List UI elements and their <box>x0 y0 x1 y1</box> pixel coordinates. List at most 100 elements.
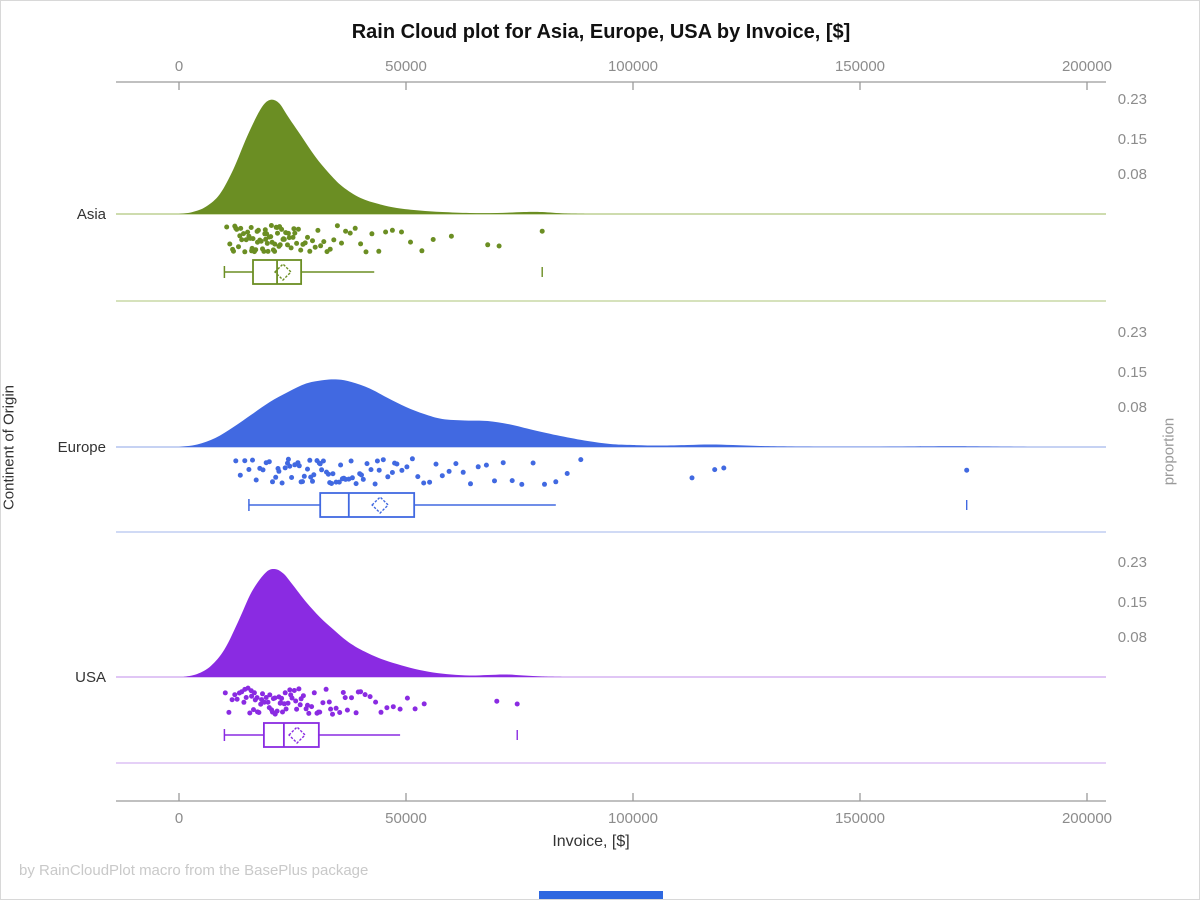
rain-point <box>353 481 359 487</box>
rain-point <box>483 462 489 468</box>
rain-point <box>430 237 436 242</box>
rain-point <box>253 247 259 253</box>
rain-point <box>373 699 379 705</box>
rain-point <box>296 463 302 469</box>
rain-point <box>279 226 285 232</box>
rain-point <box>251 690 257 696</box>
rain-point <box>427 479 433 485</box>
density-area-usa <box>183 568 565 677</box>
rain-point <box>227 241 233 247</box>
category-label-asia: Asia <box>77 206 107 223</box>
proportion-tick-label: 0.23 <box>1118 554 1147 571</box>
rain-point <box>358 241 364 247</box>
rain-point <box>394 461 400 467</box>
rain-point <box>310 238 315 244</box>
rain-point <box>290 234 296 240</box>
rain-point <box>279 480 285 486</box>
rain-point <box>282 690 288 696</box>
x-tick-label-bottom: 200000 <box>1062 810 1112 827</box>
rain-point <box>263 236 269 242</box>
density-area-asia <box>179 99 588 214</box>
rain-point <box>276 468 282 474</box>
x-tick-label-top: 0 <box>175 58 183 75</box>
rain-point <box>368 467 374 473</box>
x-tick-label-bottom: 100000 <box>608 810 658 827</box>
rain-point <box>264 240 270 246</box>
rain-point <box>530 460 536 466</box>
rain-point <box>389 227 395 233</box>
horizontal-scrollbar-thumb[interactable] <box>539 891 663 899</box>
rain-point <box>286 235 292 241</box>
rain-point <box>336 479 342 485</box>
rain-point <box>285 242 290 248</box>
rain-point <box>250 457 255 463</box>
rain-point <box>234 696 240 702</box>
rain-point <box>415 474 421 480</box>
rain-point <box>285 230 291 236</box>
rain-point <box>285 700 291 706</box>
rain-point <box>347 230 353 236</box>
rain-point <box>519 481 525 487</box>
y-axis-title-right: proportion <box>1160 417 1178 486</box>
rain-point <box>268 223 274 228</box>
rain-point <box>265 699 271 705</box>
rain-point <box>319 467 325 473</box>
rain-point <box>380 457 386 463</box>
rain-point <box>280 709 285 715</box>
rain-point <box>339 240 344 246</box>
rain-point <box>300 479 305 485</box>
rain-point <box>485 242 491 248</box>
rain-point <box>312 244 318 250</box>
rain-point <box>389 470 395 475</box>
proportion-tick-label: 0.15 <box>1118 131 1147 148</box>
rain-point <box>564 471 570 476</box>
rain-point <box>362 692 368 698</box>
rain-point <box>243 695 249 700</box>
rain-point <box>327 246 333 252</box>
rain-point <box>320 458 326 464</box>
rain-point <box>224 224 230 230</box>
proportion-tick-label: 0.15 <box>1118 594 1147 611</box>
rain-point <box>404 695 410 701</box>
x-tick-label-bottom: 0 <box>175 810 183 827</box>
rain-point <box>260 691 265 697</box>
rain-point <box>369 231 375 237</box>
rain-point <box>363 249 369 255</box>
rain-point <box>234 226 240 232</box>
rain-point <box>279 695 285 701</box>
rain-point <box>310 478 315 484</box>
rain-point <box>287 687 293 693</box>
rain-point <box>323 686 329 692</box>
rain-point <box>378 709 384 715</box>
rain-point <box>243 237 249 243</box>
rain-point <box>272 241 278 247</box>
rain-point <box>475 464 481 470</box>
rain-point <box>500 460 506 466</box>
rain-point <box>288 245 294 251</box>
rain-point <box>343 228 349 234</box>
rain-point <box>340 690 346 695</box>
rain-point <box>307 248 313 254</box>
rain-point <box>309 704 315 710</box>
rain-point <box>258 701 264 707</box>
rain-point <box>397 706 403 712</box>
rain-point <box>468 481 473 487</box>
rain-point <box>296 686 302 692</box>
rain-point <box>514 701 520 707</box>
rain-point <box>578 457 584 463</box>
rain-point <box>258 238 264 244</box>
rain-point <box>222 690 228 696</box>
rain-point <box>293 698 299 704</box>
proportion-tick-label: 0.23 <box>1118 91 1147 108</box>
rain-point <box>261 699 267 705</box>
rain-point <box>236 244 241 250</box>
rain-point <box>433 461 439 467</box>
rain-point <box>231 248 236 254</box>
rain-point <box>496 243 502 249</box>
rain-point <box>248 225 254 230</box>
rain-point <box>282 465 288 471</box>
rain-point <box>331 237 337 243</box>
proportion-tick-label: 0.08 <box>1118 399 1147 416</box>
rain-point <box>315 227 321 233</box>
